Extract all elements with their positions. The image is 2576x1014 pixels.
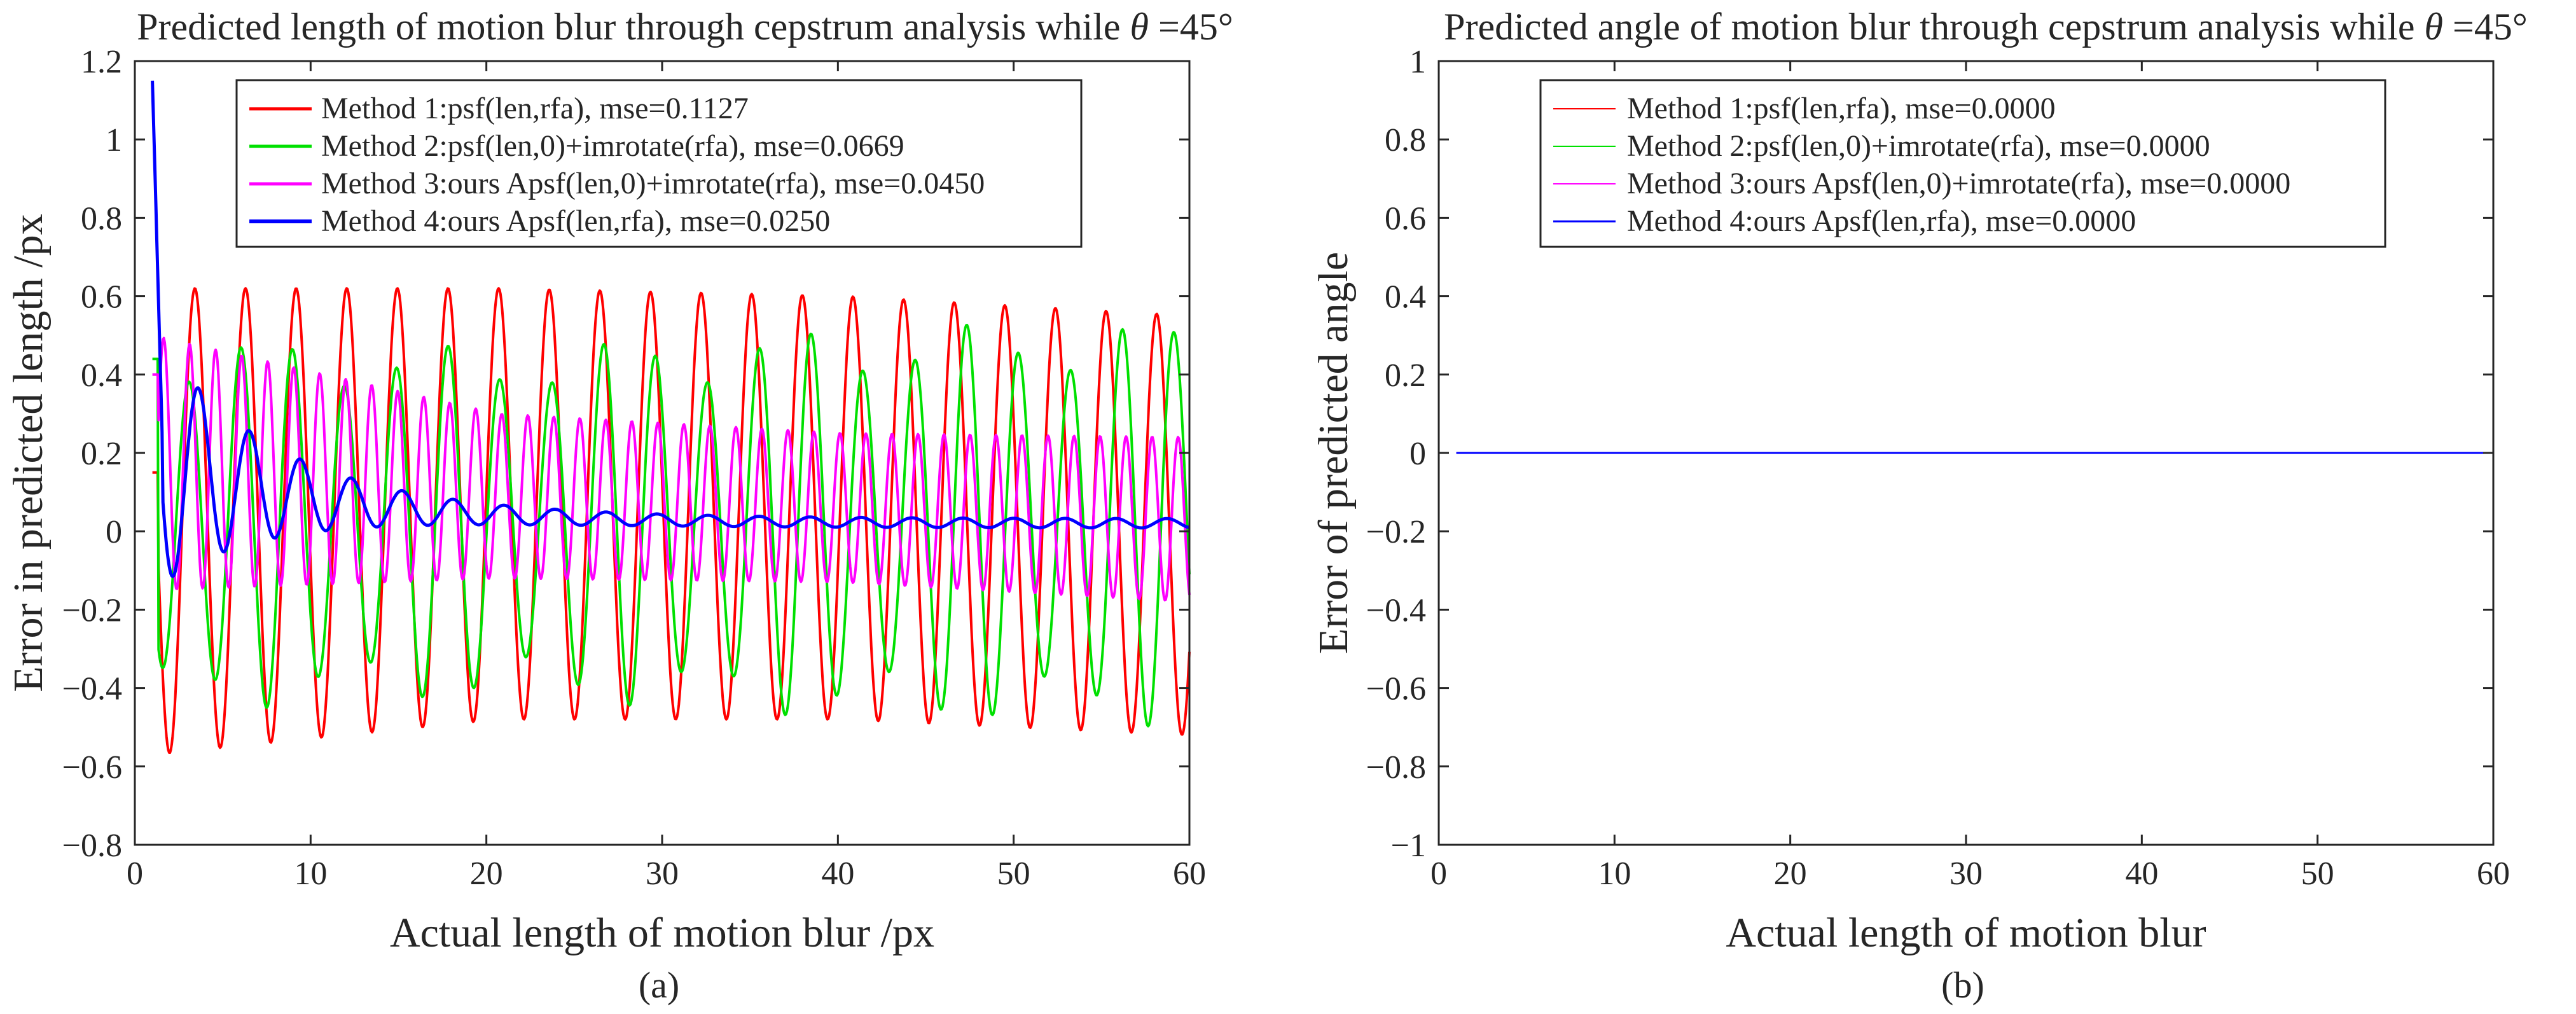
panel-a-x-axis-label: Actual length of motion blur /px bbox=[390, 910, 934, 956]
panel-a-legend-label-4: Method 4:ours Apsf(len,rfa), mse=0.0250 bbox=[321, 204, 830, 238]
panel-a-title: Predicted length of motion blur through … bbox=[137, 6, 1233, 48]
panel-b-legend-label-3: Method 3:ours Apsf(len,0)+imrotate(rfa),… bbox=[1627, 167, 2290, 200]
panel-a-y-tick-label: 0 bbox=[106, 514, 122, 550]
panel-b-x-tick-label: 60 bbox=[2477, 856, 2510, 892]
panel-b-x-axis-label: Actual length of motion blur bbox=[1726, 910, 2206, 956]
panel-a-y-tick-label: −0.8 bbox=[62, 828, 122, 864]
panel-a-x-tick-label: 50 bbox=[997, 856, 1030, 892]
panel-a-legend-label-1: Method 1:psf(len,rfa), mse=0.1127 bbox=[321, 92, 749, 125]
panel-a-legend-label-3: Method 3:ours Apsf(len,0)+imrotate(rfa),… bbox=[321, 167, 985, 200]
panel-a-y-tick-label: −0.4 bbox=[62, 671, 122, 707]
panel-a-y-tick-label: 0.4 bbox=[81, 358, 122, 394]
panel-b-ticks: 0 10 20 30 40 50 60 −1 −0.8 −0.6 −0.4 −0.2 0 0.2 0.4 0.… bbox=[1366, 44, 2510, 892]
panel-b-legend-label-4: Method 4:ours Apsf(len,rfa), mse=0.0000 bbox=[1627, 204, 2136, 238]
panel-b-legend-box bbox=[1539, 79, 2386, 248]
panel-a-x-tick-label: 40 bbox=[821, 856, 854, 892]
panel-a-legend: Method 1:psf(len,rfa), mse=0.1127 Method… bbox=[235, 79, 1083, 248]
panel-b-title: Predicted angle of motion blur through c… bbox=[1444, 6, 2528, 48]
panel-a-series-group bbox=[151, 80, 1191, 754]
panel-a-y-tick-label: 0.2 bbox=[81, 436, 122, 472]
panel-a-legend-box bbox=[235, 79, 1083, 248]
panel-a-y-axis-label: Error in predicted length /px bbox=[5, 214, 52, 691]
panel-a-y-tick-label: 0.6 bbox=[81, 279, 122, 316]
panel-b-y-tick-label: 0.2 bbox=[1385, 358, 1426, 394]
panel-b-y-tick-label: 1 bbox=[1409, 44, 1426, 80]
panel-b-y-tick-label: −0.2 bbox=[1366, 514, 1426, 550]
panel-a-x-tick-label: 0 bbox=[127, 856, 143, 892]
panel-a-ticks: 0 10 20 30 40 50 60 −0.8 −0.6 −0.4 −0.2 0 0.2 0.4 0.6 0… bbox=[62, 44, 1206, 892]
panel-b-y-axis-label: Error of predicted angle bbox=[1310, 252, 1357, 654]
panel-a-x-tick-label: 60 bbox=[1173, 856, 1206, 892]
panel-b-y-tick-label: −1 bbox=[1391, 828, 1426, 864]
panel-a-length-error-chart: Predicted length of motion blur through … bbox=[5, 6, 1233, 1006]
panel-b-x-tick-label: 20 bbox=[1774, 856, 1807, 892]
panel-b-y-tick-label: 0 bbox=[1409, 436, 1426, 472]
panel-a-legend-label-2: Method 2:psf(len,0)+imrotate(rfa), mse=0… bbox=[321, 129, 904, 163]
panel-b-y-tick-label: −0.4 bbox=[1366, 592, 1426, 629]
panel-b-y-tick-label: −0.6 bbox=[1366, 671, 1426, 707]
panel-b-x-tick-label: 30 bbox=[1949, 856, 1983, 892]
panel-b-y-tick-label: 0.8 bbox=[1385, 122, 1426, 158]
panel-a-y-tick-label: 1.2 bbox=[81, 44, 122, 80]
panel-b-y-tick-label: 0.6 bbox=[1385, 200, 1426, 237]
panel-b-caption: (b) bbox=[1941, 964, 1984, 1006]
panel-a-x-tick-label: 20 bbox=[470, 856, 503, 892]
panel-a-caption: (a) bbox=[639, 964, 679, 1006]
panel-b-angle-error-chart: Predicted angle of motion blur through c… bbox=[1310, 6, 2528, 1006]
panel-b-legend-label-2: Method 2:psf(len,0)+imrotate(rfa), mse=0… bbox=[1627, 129, 2210, 163]
panel-b-x-tick-label: 10 bbox=[1598, 856, 1631, 892]
panel-b-x-tick-label: 40 bbox=[2125, 856, 2158, 892]
panel-a-y-tick-label: 0.8 bbox=[81, 200, 122, 237]
panel-b-legend: Method 1:psf(len,rfa), mse=0.0000 Method… bbox=[1539, 79, 2386, 248]
panel-a-y-tick-label: −0.6 bbox=[62, 749, 122, 786]
panel-a-x-tick-label: 10 bbox=[294, 856, 327, 892]
panel-b-y-tick-label: −0.8 bbox=[1366, 749, 1426, 786]
panel-b-legend-label-1: Method 1:psf(len,rfa), mse=0.0000 bbox=[1627, 92, 2056, 125]
panel-b-y-tick-label: 0.4 bbox=[1385, 279, 1426, 316]
panel-a-y-tick-label: 1 bbox=[106, 122, 122, 158]
panel-a-x-tick-label: 30 bbox=[646, 856, 679, 892]
panel-a-series-line-method-2 bbox=[152, 324, 1191, 728]
panel-b-x-tick-label: 0 bbox=[1430, 856, 1447, 892]
panel-a-series-line-method-3 bbox=[152, 337, 1191, 602]
panel-b-x-tick-label: 50 bbox=[2301, 856, 2334, 892]
panel-a-series-line-method-4 bbox=[151, 80, 1191, 578]
panel-a-y-tick-label: −0.2 bbox=[62, 592, 122, 629]
